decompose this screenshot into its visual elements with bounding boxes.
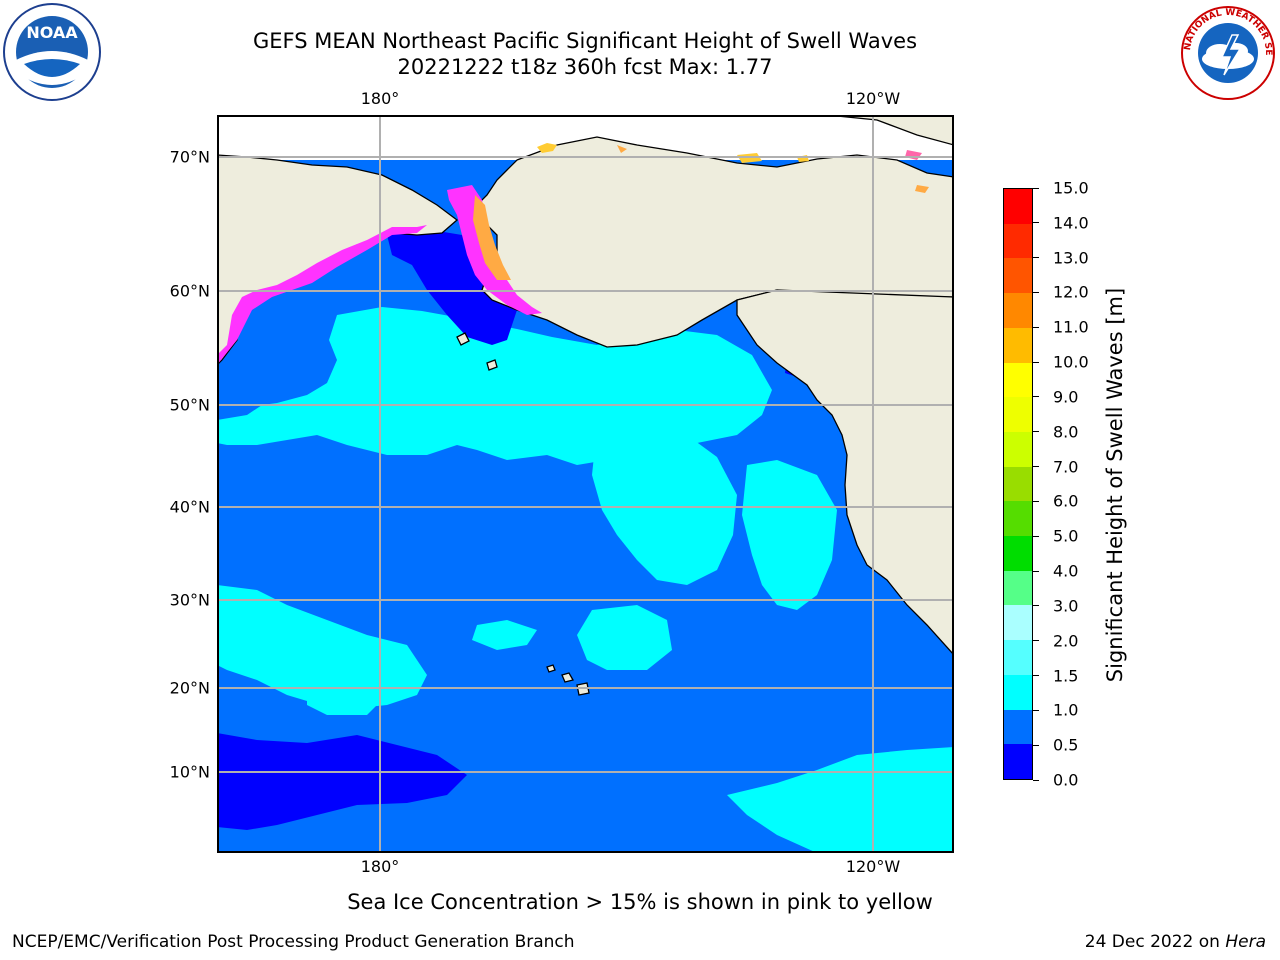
nws-logo: NATIONAL WEATHER SERVICE [1177,0,1276,101]
map-border [217,115,954,853]
colorbar-tick-label: 4.0 [1053,561,1079,581]
colorbar-title: Significant Height of Swell Waves [m] [1103,287,1127,683]
footer-date-text: 24 Dec 2022 on [1084,932,1226,952]
colorbar-segment [1004,431,1032,467]
colorbar-segment [1004,709,1032,745]
swell-1-to-1.5m-zones [217,307,954,853]
sea-ice-note: Sea Ice Concentration > 15% is shown in … [0,890,1280,914]
colorbar-tick-label: 7.0 [1053,457,1079,477]
footer-branch: NCEP/EMC/Verification Post Processing Pr… [12,932,575,952]
colorbar-segment [1004,536,1032,571]
colorbar-tick-mark [1033,431,1039,433]
colorbar-segment [1004,189,1032,224]
lon-label-bottom-120w: 120°W [845,857,901,876]
map-canvas [216,114,955,853]
colorbar-tick-mark [1033,396,1039,398]
colorbar-tick-mark [1033,326,1039,328]
colorbar-tick-mark [1033,257,1039,259]
colorbar-segment [1004,258,1032,294]
colorbar-tick-label: 14.0 [1053,213,1089,233]
colorbar-segment [1004,674,1032,710]
colorbar-tick-label: 8.0 [1053,422,1079,442]
colorbar-tick-label: 6.0 [1053,491,1079,511]
lon-label-top-120w: 120°W [845,89,901,108]
lon-label-top-180: 180° [360,89,400,108]
colorbar-segment [1004,605,1032,641]
colorbar [1003,188,1033,780]
chart-title: GEFS MEAN Northeast Pacific Significant … [252,29,918,53]
colorbar-tick-mark [1033,466,1039,468]
swell-height-map [216,114,955,853]
colorbar-tick-label: 12.0 [1053,282,1089,302]
colorbar-tick-mark [1033,640,1039,642]
colorbar-tick-label: 1.0 [1053,700,1079,720]
colorbar-segment [1004,466,1032,502]
colorbar-segment [1004,362,1032,398]
colorbar-tick-mark [1033,744,1039,746]
lat-label-10n: 10°N [169,762,210,782]
colorbar-segment [1004,397,1032,432]
lat-label-30n: 30°N [169,590,210,610]
colorbar-tick-mark [1033,675,1039,677]
lat-label-60n: 60°N [169,281,210,301]
colorbar-tick-mark [1033,500,1039,502]
colorbar-tick-label: 0.0 [1053,770,1079,790]
colorbar-tick-label: 15.0 [1053,178,1089,198]
noaa-logo: NOAA [2,2,102,102]
lat-label-70n: 70°N [169,147,210,167]
sea-ice-note-text: Sea Ice Concentration > 15% is shown in … [347,890,933,914]
colorbar-tick-mark [1033,535,1039,537]
noaa-logo-text: NOAA [26,23,78,42]
colorbar-tick-label: 3.0 [1053,596,1079,616]
colorbar-tick-label: 11.0 [1053,317,1089,337]
colorbar-tick-mark [1033,291,1039,293]
lon-label-bottom-180: 180° [360,857,400,876]
colorbar-tick-mark [1033,361,1039,363]
chart-subtitle: 20221222 t18z 360h fcst Max: 1.77 [397,55,773,79]
colorbar-tick-mark [1033,709,1039,711]
colorbar-tick-label: 13.0 [1053,248,1089,268]
colorbar-tick-label: 9.0 [1053,387,1079,407]
colorbar-tick-mark [1033,222,1039,224]
lat-label-50n: 50°N [169,395,210,415]
colorbar-tick-label: 1.5 [1053,666,1079,686]
colorbar-tick-mark [1033,187,1039,189]
lat-label-40n: 40°N [169,497,210,517]
colorbar-segment [1004,293,1032,328]
colorbar-segment [1004,223,1032,259]
colorbar-tick-label: 10.0 [1053,352,1089,372]
colorbar-segment [1004,327,1032,363]
footer-host: Hera [1225,932,1266,952]
colorbar-segment [1004,744,1032,779]
footer-date: 24 Dec 2022 on Hera [1085,932,1266,952]
colorbar-tick-mark [1033,605,1039,607]
lat-label-20n: 20°N [169,678,210,698]
colorbar-tick-mark [1033,779,1039,781]
graticule [217,115,954,853]
colorbar-segment [1004,640,1032,675]
colorbar-segment [1004,501,1032,537]
colorbar-tick-label: 2.0 [1053,631,1079,651]
colorbar-tick-label: 0.5 [1053,735,1079,755]
colorbar-tick-label: 5.0 [1053,526,1079,546]
colorbar-segment [1004,570,1032,606]
colorbar-tick-mark [1033,570,1039,572]
